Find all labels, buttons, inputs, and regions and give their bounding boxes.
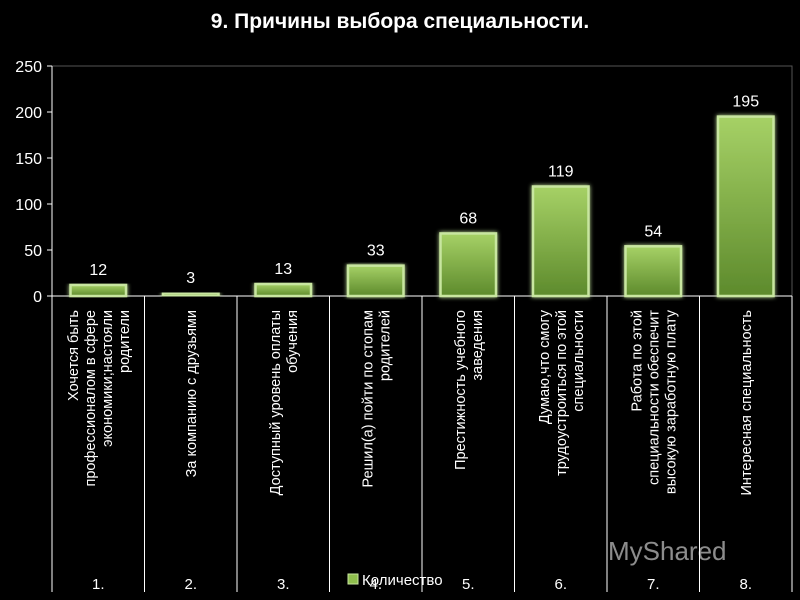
- data-label: 33: [367, 243, 385, 260]
- category-label-text: Работа по этойспециальности обеспечитвыс…: [629, 309, 679, 494]
- category-number: 8.: [739, 576, 752, 593]
- bar: [346, 264, 405, 298]
- bar: [624, 245, 683, 298]
- bar: [254, 282, 313, 298]
- category-label-text: Думаю,что смогутрудоустроиться по этойсп…: [537, 309, 587, 476]
- y-tick-label: 100: [15, 197, 42, 214]
- category-number: 5.: [462, 576, 475, 593]
- y-axis: 0 50 100 150 200 250: [15, 59, 52, 306]
- y-tick-label: 50: [24, 243, 42, 260]
- category-number: 6.: [554, 576, 567, 593]
- data-label: 119: [548, 164, 574, 181]
- category-label-text: Доступный уровень оплатыобучения: [268, 310, 301, 495]
- category-number: 2.: [184, 576, 197, 593]
- category-number: 7.: [647, 576, 660, 593]
- bar: [531, 185, 590, 298]
- category-label: Престижность учебногозаведения: [453, 310, 486, 470]
- category-label-text: Решил(а) пойти по стопамродителей: [360, 310, 393, 487]
- category-label: Думаю,что смогутрудоустроиться по этойсп…: [537, 309, 587, 476]
- data-label: 68: [459, 210, 477, 227]
- category-number: 3.: [277, 576, 290, 593]
- legend-label: Количество: [362, 572, 443, 589]
- category-label-text: Престижность учебногозаведения: [453, 310, 486, 470]
- category-number: 1.: [92, 576, 105, 593]
- data-label: 12: [89, 262, 107, 279]
- y-tick-label: 0: [33, 289, 42, 306]
- category-label-text: За компанию с друзьями: [184, 310, 200, 477]
- bar: [69, 283, 128, 298]
- data-labels: 12 3 13 33 68 119 54 195: [89, 94, 759, 288]
- data-label: 3: [186, 270, 195, 287]
- legend: Количество: [347, 572, 443, 589]
- category-label: Доступный уровень оплатыобучения: [268, 310, 301, 495]
- data-label: 13: [274, 261, 292, 278]
- bar: [161, 291, 220, 298]
- legend-swatch: [347, 573, 359, 585]
- bar: [716, 115, 775, 298]
- y-tick-label: 150: [15, 151, 42, 168]
- bar: [439, 232, 498, 298]
- category-label-text: Хочется бытьпрофессионалом в сфереэконом…: [66, 310, 133, 487]
- category-label-text: Интересная специальность: [739, 310, 755, 495]
- category-table: Хочется бытьпрофессионалом в сфереэконом…: [51, 296, 793, 593]
- chart-title: 9. Причины выбора специальности.: [210, 10, 590, 33]
- category-label: Работа по этойспециальности обеспечитвыс…: [629, 309, 679, 494]
- y-tick-label: 250: [15, 59, 42, 76]
- category-label: Интересная специальность: [739, 310, 755, 495]
- bars: [69, 115, 775, 298]
- data-label: 54: [644, 223, 662, 240]
- y-tick-label: 200: [15, 105, 42, 122]
- logo-watermark: MyShared: [608, 536, 727, 566]
- category-label: Решил(а) пойти по стопамродителей: [360, 310, 393, 487]
- data-label: 195: [732, 94, 759, 111]
- category-label: Хочется бытьпрофессионалом в сфереэконом…: [66, 310, 133, 487]
- category-number: 4.: [369, 576, 382, 593]
- category-label: За компанию с друзьями: [184, 310, 200, 477]
